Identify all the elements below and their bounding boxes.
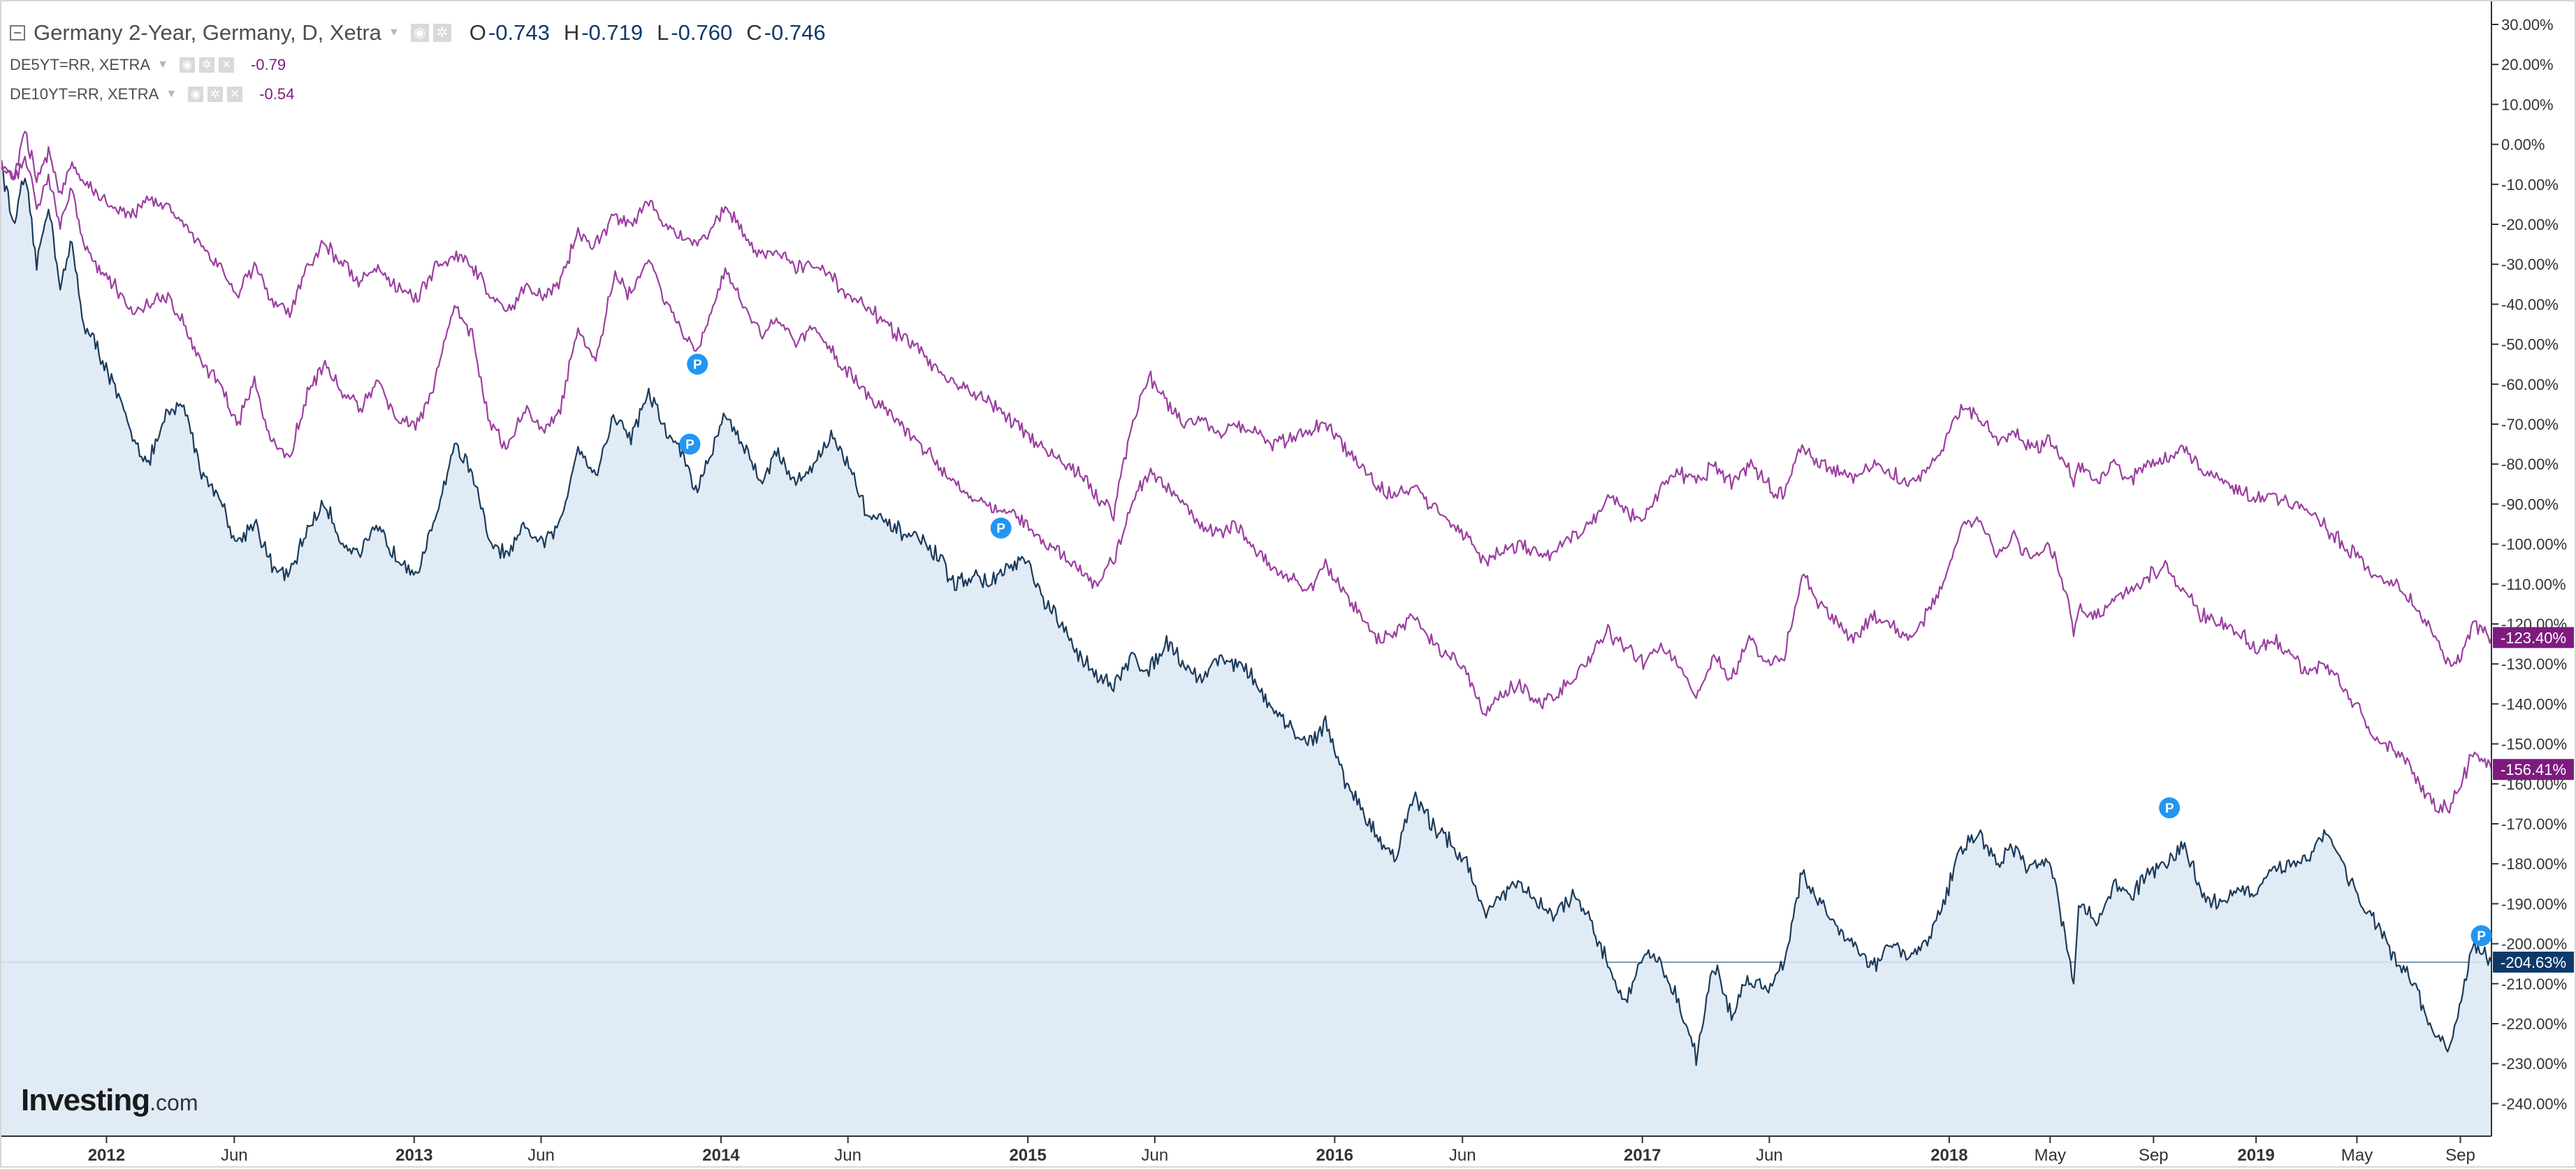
x-tick-label: 2016 [1316,1146,1353,1165]
y-tick-label: -210.00% [2501,975,2567,993]
x-tick-label: Jun [1449,1146,1476,1165]
y-tick-label: -60.00% [2501,376,2559,393]
y-tick-label: -190.00% [2501,895,2567,913]
event-marker-label-0: P [693,358,702,372]
high-value: -0.719 [581,20,643,45]
visibility-icon[interactable]: ◉ [410,24,429,42]
chevron-down-icon[interactable]: ▼ [157,59,168,71]
last-value-tag-1 [2493,759,2574,780]
main-series-legend: Germany 2-Year, Germany, D, Xetra ▼ ◉ ✲ … [10,15,826,50]
y-tick-label: -50.00% [2501,336,2559,354]
y-tick-label: -130.00% [2501,655,2567,673]
y-tick-label: -220.00% [2501,1015,2567,1033]
settings-gear-icon[interactable]: ✲ [208,87,224,102]
visibility-icon[interactable]: ◉ [188,87,204,102]
overlay-title-de5y[interactable]: DE5YT=RR, XETRA [10,56,151,73]
x-tick-label: 2015 [1009,1146,1046,1165]
close-icon[interactable]: ✕ [218,57,234,73]
y-tick-label: -200.00% [2501,936,2567,953]
chevron-down-icon[interactable]: ▼ [388,27,400,38]
close-icon[interactable]: ✕ [227,87,243,102]
x-tick-label: Jun [1141,1146,1168,1165]
open-value: -0.743 [488,20,550,45]
x-tick-label: 2013 [395,1146,432,1165]
x-tick-label: 2019 [2237,1146,2274,1165]
overlay-legend-de10y: DE10YT=RR, XETRA ▼ ◉ ✲ ✕ -0.54 [10,80,826,109]
event-marker-0 [687,354,708,375]
chevron-down-icon[interactable]: ▼ [166,88,177,100]
low-value: -0.760 [671,20,733,45]
x-tick-label: 2017 [1624,1146,1661,1165]
x-tick-label: Jun [1756,1146,1783,1165]
close-label: C [746,20,762,45]
y-tick-label: 30.00% [2501,16,2554,34]
last-value-tag-2 [2493,627,2574,648]
x-tick-label: May [2341,1146,2373,1165]
y-tick-label: -180.00% [2501,855,2567,873]
y-tick-label: -10.00% [2501,176,2559,194]
main-series-title[interactable]: Germany 2-Year, Germany, D, Xetra [34,20,381,45]
main-series-area [1,166,2491,1136]
x-tick-label: Jun [221,1146,248,1165]
y-tick-label: -110.00% [2501,576,2566,593]
y-tick-label: -100.00% [2501,536,2567,553]
y-tick-label: -150.00% [2501,736,2567,753]
x-tick-label: 2018 [1930,1146,1967,1165]
x-tick-label: Jun [527,1146,555,1165]
y-tick-label: 10.00% [2501,96,2554,113]
logo-domain: .com [150,1090,198,1115]
x-tick-label: Sep [2445,1146,2475,1165]
event-marker-4 [2471,925,2492,947]
last-value-label-2: -123.40% [2501,629,2566,646]
y-tick-label: -20.00% [2501,216,2559,233]
event-marker-2 [990,517,1012,539]
y-tick-label: -230.00% [2501,1055,2567,1073]
overlay-value-de10y: -0.54 [259,85,295,103]
y-tick-label: -90.00% [2501,495,2559,513]
y-tick-label: -30.00% [2501,256,2559,273]
x-tick-label: May [2035,1146,2066,1165]
logo-name: Investing [21,1083,150,1117]
x-tick-label: 2014 [702,1146,740,1165]
y-tick-label: -70.00% [2501,416,2559,433]
event-marker-label-2: P [996,522,1005,537]
last-value-label-1: -156.41% [2501,761,2566,778]
event-marker-1 [679,433,701,455]
overlay-legend-de5y: DE5YT=RR, XETRA ▼ ◉ ✲ ✕ -0.79 [10,50,826,80]
visibility-icon[interactable]: ◉ [179,57,195,73]
investing-logo: Investing.com [21,1083,198,1118]
y-tick-label: -240.00% [2501,1095,2567,1112]
open-label: O [469,20,486,45]
x-tick-label: Jun [834,1146,861,1165]
high-label: H [563,20,580,45]
overlay-value-de5y: -0.79 [250,56,286,73]
event-marker-label-1: P [685,438,694,453]
last-value-label-0: -204.63% [2501,954,2566,971]
chart-legend: Germany 2-Year, Germany, D, Xetra ▼ ◉ ✲ … [10,15,826,109]
overlay-title-de10y[interactable]: DE10YT=RR, XETRA [10,85,159,103]
series-line-1 [1,155,2493,814]
event-marker-label-4: P [2477,929,2486,944]
y-tick-label: -170.00% [2501,815,2567,833]
settings-gear-icon[interactable]: ✲ [198,57,214,73]
y-tick-label: -80.00% [2501,456,2559,473]
x-tick-label: Sep [2139,1146,2169,1165]
collapse-legend-button[interactable] [10,25,25,41]
close-value: -0.746 [764,20,826,45]
y-tick-label: -40.00% [2501,296,2559,313]
y-tick-label: -140.00% [2501,695,2567,713]
series-line-2 [1,131,2493,667]
settings-gear-icon[interactable]: ✲ [432,24,451,42]
x-tick-label: 2012 [88,1146,125,1165]
y-tick-label: 0.00% [2501,136,2545,154]
low-label: L [657,20,669,45]
y-tick-label: 20.00% [2501,56,2554,73]
series-line-0 [1,166,2493,1066]
event-marker-label-3: P [2165,801,2174,816]
last-value-tag-0 [2493,951,2574,973]
event-marker-3 [2159,797,2181,819]
